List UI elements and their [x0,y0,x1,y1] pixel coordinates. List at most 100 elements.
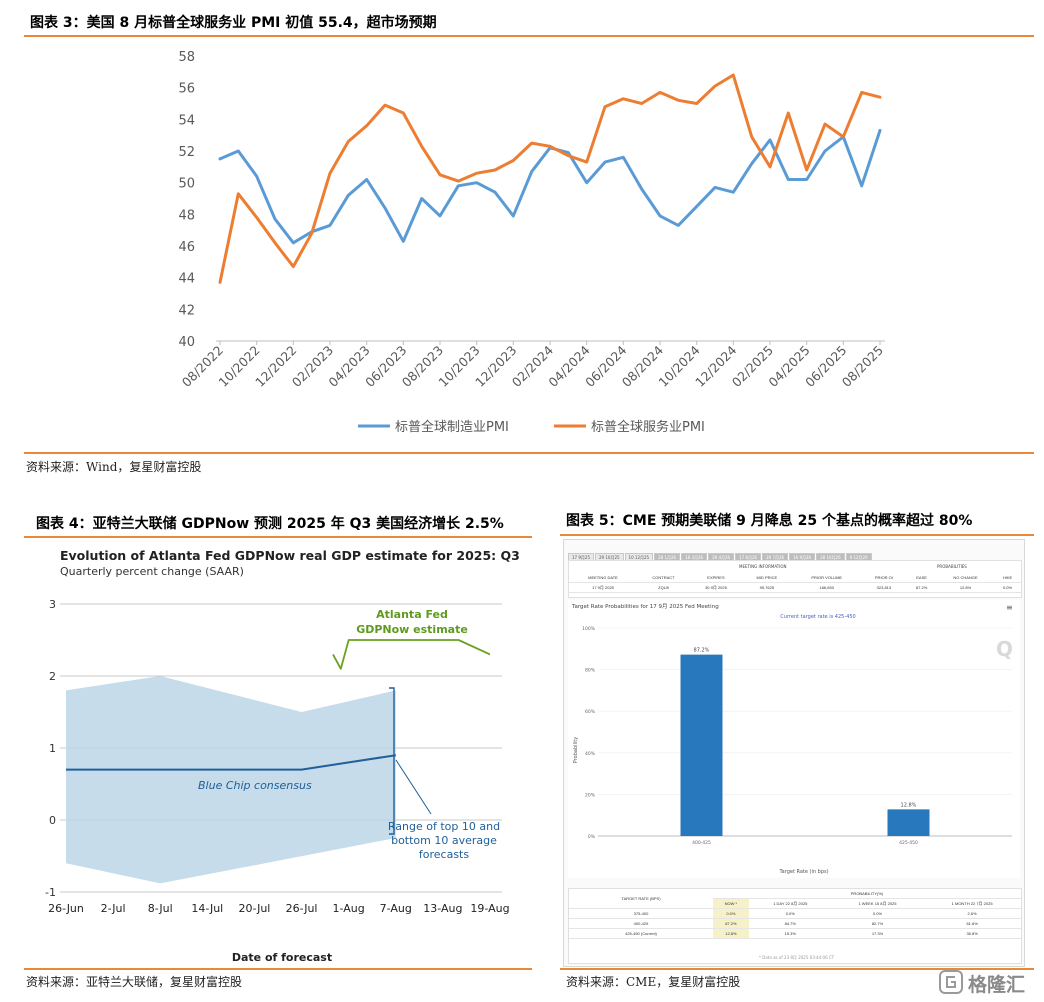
gdp-x-tick-label: 20-Jul [239,902,271,915]
target-rate-header: TARGET RATE (BPS) [569,889,713,909]
bluechip-label: Blue Chip consensus [198,779,312,792]
gdpnow-estimate-line [332,639,491,670]
cme-x-tick-label: 425-450 [899,840,918,846]
fig3-title-rule [24,35,1034,37]
probability-bar[interactable] [887,809,930,836]
legend-label-manufacturing: 标普全球制造业PMI [395,419,509,435]
info-cell: 95.7625 [741,582,792,593]
info-cell: 166,650 [791,582,862,593]
gdp-y-tick-label: 2 [49,670,56,683]
info-cell: 30 9月 2025 [689,582,742,593]
table-cell: 2.6% [923,908,1021,919]
probability-bar-label: 12.8% [901,802,917,808]
gdp-chart-subtitle: Quarterly percent change (SAAR) [60,565,244,578]
services-pmi-line [218,73,882,284]
gdp-x-tick-label: 1-Aug [333,902,365,915]
fig3-title: 图表 3：美国 8 月标普全球服务业 PMI 初值 55.4，超市场预期 [30,15,437,31]
fig3-source: 资料来源：Wind，复星财富控股 [26,460,202,474]
gdp-y-tick-label: -1 [45,886,56,899]
cme-y-tick-label: 60% [585,709,596,715]
cme-y-tick-label: 40% [585,751,596,757]
pmi-y-tick-label: 48 [178,208,195,223]
pmi-y-tick-label: 50 [178,177,195,192]
prob-col-header: NOW * [713,898,749,909]
info-cell: 0.0% [994,582,1021,593]
prob-col-header: 1 WEEK 15 8月 2025 [831,898,924,909]
info-cell: 323,813 [861,582,907,593]
gelonghui-watermark: 格隆汇 [938,968,1038,996]
info-col: PRIOR OI [861,573,907,583]
info-col: EXPIRES [689,573,742,583]
table-cell: 82.7% [831,918,924,929]
prob-col-header: 1 DAY 22 8月 2025 [748,898,832,909]
gdp-y-tick-label: 3 [49,598,56,611]
table-row: 425-450 (Current) 12.8% 15.3% 17.3% 35.8… [569,928,1021,939]
table-cell: 61.6% [923,918,1021,929]
forecast-range-band [66,676,396,884]
cme-y-axis-label: Probability [573,737,579,763]
table-cell: 12.8% [713,928,749,939]
probabilities-header: PROBABILITIES [937,564,967,569]
table-cell: 425-450 (Current) [569,928,713,939]
table-note: * Data as of 23 8月 2025 03:44:06 CT [759,955,835,960]
info-col: MEETING DATE [569,573,638,583]
cme-y-tick-label: 0% [588,834,596,840]
range-label-line3: forecasts [419,848,469,861]
fig3-source-rule [24,452,1034,454]
cme-plot-subtitle: Current target rate is 425-450 [780,614,855,620]
gdp-x-tick-label: 13-Aug [423,902,462,915]
bluechip-consensus-line [66,754,396,771]
cme-x-tick-label: 400-425 [692,840,711,846]
legend-label-services: 标普全球服务业PMI [591,419,705,435]
table-cell: 0.0% [713,908,749,919]
info-cell: ZQU5 [637,582,690,593]
gdp-x-tick-label: 26-Jul [286,902,318,915]
prob-col-header: 1 MONTH 22 7月 2025 [923,898,1021,909]
cme-x-axis-label: Target Rate (in bps) [778,869,828,875]
pmi-y-tick-label: 56 [178,82,195,97]
range-bracket [389,687,395,835]
table-cell: 17.3% [831,928,924,939]
info-col: HIKE [994,573,1021,583]
info-col: EASE [906,573,938,583]
info-col: MID PRICE [741,573,792,583]
target-rate-probability-chart: Target Rate Probabilities for 17 9月 2025… [568,600,1020,878]
fig5-source-rule [560,968,1034,970]
gdp-chart-title: Evolution of Atlanta Fed GDPNow real GDP… [60,548,520,563]
info-col: CONTRACT [637,573,690,583]
gdp-x-axis-label: Date of forecast [232,951,332,964]
gdp-y-tick-label: 0 [49,814,56,827]
q-watermark-icon: Q [996,637,1013,661]
gdp-x-tick-label: 26-Jun [48,902,84,915]
meeting-tabs: 17 9月25 29 10月25 10 12月25 28 1月26 18 3月26 29 … [568,544,873,563]
gdp-x-tick-label: 8-Jul [148,902,173,915]
fig5-title: 图表 5：CME 预期美联储 9 月降息 25 个基点的概率超过 80% [566,513,973,529]
watermark-text: 格隆汇 [968,974,1026,996]
gdp-x-tick-label: 2-Jul [101,902,126,915]
cme-y-tick-label: 80% [585,668,596,674]
menu-icon[interactable]: ≡ [1006,603,1013,612]
table-cell: 84.7% [748,918,832,929]
gdp-x-tick-label: 19-Aug [470,902,509,915]
fig4-title: 图表 4：亚特兰大联储 GDPNow 预测 2025 年 Q3 美国经济增长 2… [36,516,504,532]
fig4-source-rule [24,968,532,970]
pmi-y-tick-label: 46 [178,240,195,255]
probability-bar[interactable] [680,654,723,836]
table-row: 400-425 87.2% 84.7% 82.7% 61.6% [569,918,1021,929]
gelonghui-logo-icon [939,970,963,994]
probability-bar-label: 87.2% [694,648,710,654]
gdpnow-label-line2: GDPNow estimate [356,623,468,636]
meeting-info-header: MEETING INFORMATION [739,564,787,569]
probability-header: PROBABILITY(%) [713,889,1021,899]
table-row: 375-400 0.0% 0.0% 0.0% 2.6% [569,908,1021,919]
pmi-y-tick-label: 44 [178,272,195,287]
cme-y-tick-label: 20% [585,792,596,798]
fig5-title-rule [560,534,1034,536]
fig4-source: 资料来源：亚特兰大联储，复星财富控股 [26,975,243,989]
cme-plot-title: Target Rate Probabilities for 17 9月 2025… [571,603,719,610]
pmi-y-tick-label: 54 [178,113,195,128]
table-cell: 35.8% [923,928,1021,939]
cme-y-tick-label: 100% [582,626,596,632]
pmi-y-tick-label: 52 [178,145,195,160]
